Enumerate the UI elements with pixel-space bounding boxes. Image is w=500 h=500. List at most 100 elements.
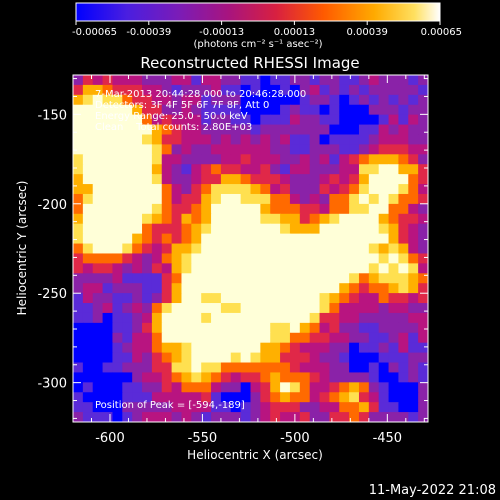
heatmap-cell (388, 184, 400, 195)
heatmap-cell (151, 402, 163, 413)
heatmap-cell (388, 312, 400, 324)
heatmap-cell (151, 213, 163, 225)
heatmap-cell (112, 213, 123, 225)
heatmap-cell (171, 303, 183, 314)
heatmap-cell (299, 273, 311, 284)
heatmap-cell (339, 203, 350, 215)
heatmap-cell (201, 332, 212, 344)
heatmap-cell (289, 382, 301, 393)
heatmap-cell (368, 114, 380, 126)
heatmap-cell (398, 283, 409, 294)
heatmap-cell (289, 253, 301, 264)
heatmap-cell (280, 273, 291, 284)
heatmap-cell (329, 392, 340, 403)
heatmap-cell (339, 312, 350, 324)
heatmap-cell (260, 223, 271, 235)
heatmap-cell (368, 362, 380, 374)
heatmap-cell (220, 382, 232, 393)
heatmap-cell (270, 392, 281, 403)
heatmap-cell (122, 293, 133, 304)
heatmap-cell (368, 293, 380, 304)
heatmap-cell (270, 223, 281, 235)
heatmap-cell (122, 114, 133, 126)
heatmap-cell (132, 164, 143, 175)
heatmap-cell (289, 243, 301, 255)
heatmap-cell (339, 342, 350, 354)
heatmap-cell (388, 193, 400, 205)
heatmap-cell (82, 104, 94, 116)
heatmap-cell (191, 174, 202, 185)
heatmap-cell (201, 213, 212, 225)
heatmap-cell (112, 144, 123, 155)
heatmap-cell (112, 154, 123, 165)
heatmap-cell (349, 174, 360, 185)
heatmap-cell (122, 253, 133, 264)
heatmap-cell (122, 124, 133, 136)
heatmap-cell (398, 352, 409, 364)
colorbar-units-label: (photons cm⁻² s⁻¹ asec⁻²) (193, 39, 322, 50)
heatmap-cell (240, 342, 252, 354)
heatmap-cell (299, 193, 311, 205)
heatmap-cell (260, 332, 271, 344)
heatmap-cell (309, 273, 321, 284)
heatmap-cell (82, 134, 94, 145)
heatmap-cell (102, 164, 114, 175)
heatmap-cell (349, 203, 360, 215)
heatmap-cell (358, 303, 370, 314)
heatmap-cell (260, 203, 271, 215)
heatmap-cell (220, 332, 232, 344)
heatmap-cell (250, 412, 261, 422)
heatmap-cell (349, 104, 360, 116)
heatmap-cell (418, 94, 428, 106)
heatmap-cell (191, 203, 202, 215)
heatmap-cell (388, 84, 400, 96)
heatmap-cell (230, 342, 242, 354)
x-tick-label: -450 (373, 431, 403, 446)
heatmap-cell (388, 154, 400, 165)
heatmap-cell (122, 412, 133, 422)
heatmap-cell (151, 342, 163, 354)
heatmap-cell (151, 193, 163, 205)
heatmap-cell (418, 362, 428, 374)
heatmap-cell (358, 174, 370, 185)
heatmap-cell (122, 382, 133, 393)
heatmap-cell (112, 312, 123, 324)
heatmap-cell (329, 84, 340, 96)
heatmap-cell (329, 114, 340, 126)
heatmap-cell (181, 75, 192, 86)
heatmap-cell (240, 75, 252, 86)
heatmap-cell (250, 273, 261, 284)
heatmap-cell (250, 283, 261, 294)
axis-ticks: -600 -550 -500 -450 -150 -200 -250 -300 (37, 75, 428, 446)
heatmap-cell (151, 223, 163, 235)
heatmap-cell (418, 233, 428, 245)
heatmap-cell (378, 154, 390, 165)
heatmap-cell (319, 342, 330, 354)
heatmap-cell (122, 223, 133, 235)
heatmap-cell (240, 273, 252, 284)
heatmap-cell (240, 114, 252, 126)
heatmap-cell (73, 84, 84, 96)
heatmap-cell (132, 203, 143, 215)
heatmap-cell (289, 174, 301, 185)
heatmap-cell (112, 362, 123, 374)
heatmap-cell (191, 114, 202, 126)
heatmap-cell (408, 253, 419, 264)
heatmap-cell (260, 144, 271, 155)
heatmap-cell (388, 75, 400, 86)
heatmap-cell (92, 124, 104, 136)
heatmap-cell (388, 134, 400, 145)
heatmap-cell (132, 312, 143, 324)
heatmap-cell (319, 233, 330, 245)
heatmap-cell (161, 303, 173, 314)
heatmap-cell (319, 322, 330, 334)
heatmap-cell (230, 392, 242, 403)
y-tick-label: -250 (37, 287, 67, 302)
heatmap-cell (82, 412, 94, 422)
heatmap-cell (349, 213, 360, 225)
heatmap-cell (73, 392, 84, 403)
heatmap-cell (358, 352, 370, 364)
heatmap-cell (418, 174, 428, 185)
heatmap-cell (132, 402, 143, 413)
heatmap-cell (181, 233, 192, 245)
